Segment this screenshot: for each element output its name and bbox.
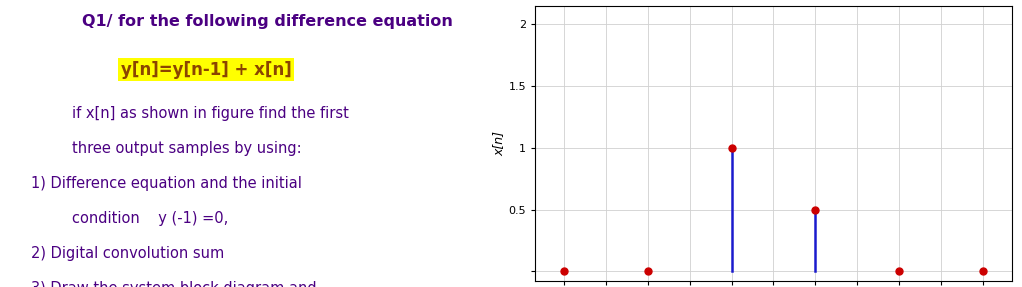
Text: 3) Draw the system block diagram and: 3) Draw the system block diagram and (31, 281, 317, 287)
Text: three output samples by using:: three output samples by using: (72, 141, 301, 156)
Text: condition    y (-1) =0,: condition y (-1) =0, (72, 211, 228, 226)
Text: y[n]=y[n-1] + x[n]: y[n]=y[n-1] + x[n] (121, 61, 291, 79)
Text: 2) Digital convolution sum: 2) Digital convolution sum (31, 246, 224, 261)
Text: Q1/ for the following difference equation: Q1/ for the following difference equatio… (82, 14, 453, 29)
Y-axis label: x[n]: x[n] (493, 131, 506, 156)
Text: if x[n] as shown in figure find the first: if x[n] as shown in figure find the firs… (72, 106, 349, 121)
Text: 1) Difference equation and the initial: 1) Difference equation and the initial (31, 176, 301, 191)
